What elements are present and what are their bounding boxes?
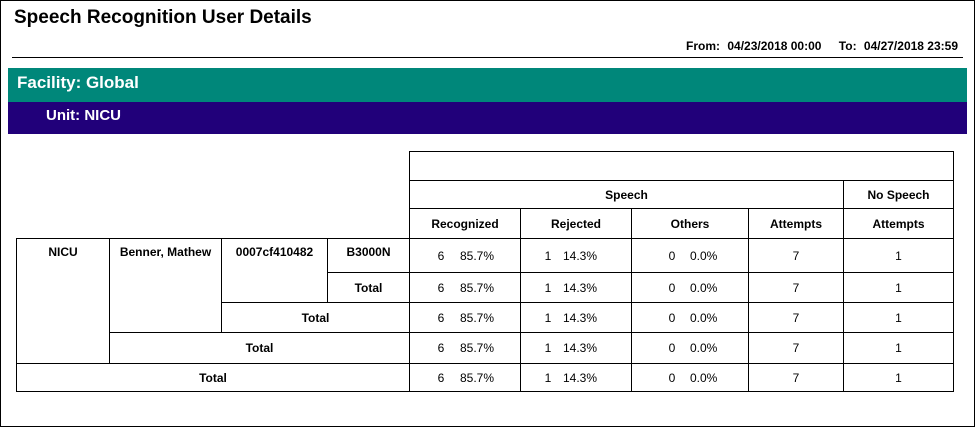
others-count: 0 <box>668 248 676 263</box>
recognized-percent: 85.7% <box>460 310 495 325</box>
recognized-count: 6 <box>437 248 445 263</box>
unit-label: Unit: NICU <box>46 107 121 124</box>
facility-label: Facility: Global <box>17 73 139 92</box>
rejected-count: 1 <box>544 341 552 355</box>
no-speech-attempts-header: Attempts <box>843 208 954 239</box>
to-label: To: <box>838 39 857 53</box>
table-row: NICU Benner, Mathew 0007cf410482 B3000N … <box>16 238 954 364</box>
from-value: 04/23/2018 00:00 <box>727 39 822 53</box>
table-row: Total 6 85.7% 1 14.3% 0 0.0% 7 1 <box>17 272 954 303</box>
report-title: Speech Recognition User Details <box>14 7 312 28</box>
attempts-cell: 7 <box>748 363 844 392</box>
attempts-header: Attempts <box>748 208 844 239</box>
recognized-count: 6 <box>437 280 445 295</box>
no-speech-header: No Speech <box>843 180 954 209</box>
recognized-percent: 85.7% <box>460 280 495 295</box>
others-header: Others <box>631 208 749 239</box>
attempts-cell: 7 <box>748 272 844 303</box>
date-range: From: 04/23/2018 00:00 To: 04/27/2018 23… <box>682 39 958 53</box>
title-divider <box>12 57 963 58</box>
table-row: Total 6 85.7% 1 14.3% 0 0.0% 7 1 <box>16 363 954 392</box>
rejected-percent: 14.3% <box>563 310 598 325</box>
recognized-percent: 85.7% <box>460 248 495 263</box>
others-percent: 0.0% <box>690 370 718 385</box>
table-row: Total 6 85.7% 1 14.3% 0 0.0% 7 1 <box>17 332 954 364</box>
unit-total-label: Total <box>16 363 410 392</box>
attempts-cell: 7 <box>748 238 844 273</box>
from-label: From: <box>686 39 721 53</box>
others-percent: 0.0% <box>690 310 718 325</box>
rejected-count: 1 <box>544 370 552 385</box>
rejected-count: 1 <box>544 310 552 325</box>
others-count: 0 <box>668 310 676 325</box>
no-speech-attempts-cell: 1 <box>843 238 954 273</box>
facility-band: Facility: Global <box>8 68 967 102</box>
others-percent: 0.0% <box>690 341 718 355</box>
speech-header: Speech <box>409 180 844 209</box>
others-percent: 0.0% <box>690 248 718 263</box>
details-table: Speech No Speech Recognized Rejected Oth… <box>16 151 954 392</box>
no-speech-attempts-cell: 1 <box>843 302 954 333</box>
user-cell: Benner, Mathew <box>109 238 222 333</box>
attempts-cell: 7 <box>748 332 844 364</box>
no-speech-attempts-cell: 1 <box>843 332 954 364</box>
recognized-count: 6 <box>437 370 445 385</box>
recognized-header: Recognized <box>409 208 521 239</box>
header-row-group: Speech No Speech <box>17 180 954 209</box>
model-total-label: Total <box>327 272 410 303</box>
device-total-label: Total <box>221 302 410 333</box>
header-empty-cell <box>409 151 954 181</box>
recognized-count: 6 <box>437 341 445 355</box>
header-row-top <box>17 151 954 181</box>
others-count: 0 <box>668 370 676 385</box>
others-count: 0 <box>668 341 676 355</box>
recognized-percent: 85.7% <box>460 370 495 385</box>
header-row-columns: Recognized Rejected Others Attempts Atte… <box>17 208 954 239</box>
others-count: 0 <box>668 280 676 295</box>
unit-cell: NICU <box>16 238 110 364</box>
rejected-percent: 14.3% <box>563 341 598 355</box>
user-total-label: Total <box>109 332 410 364</box>
recognized-percent: 85.7% <box>460 341 495 355</box>
no-speech-attempts-cell: 1 <box>843 272 954 303</box>
rejected-count: 1 <box>544 248 552 263</box>
rejected-percent: 14.3% <box>563 280 598 295</box>
attempts-cell: 7 <box>748 302 844 333</box>
rejected-percent: 14.3% <box>563 248 598 263</box>
unit-band: Unit: NICU <box>8 102 967 134</box>
others-percent: 0.0% <box>690 280 718 295</box>
to-value: 04/27/2018 23:59 <box>863 39 958 53</box>
recognized-count: 6 <box>437 310 445 325</box>
device-cell: 0007cf410482 <box>221 238 328 303</box>
rejected-header: Rejected <box>520 208 632 239</box>
no-speech-attempts-cell: 1 <box>843 363 954 392</box>
model-cell: B3000N <box>327 238 410 273</box>
rejected-count: 1 <box>544 280 552 295</box>
rejected-percent: 14.3% <box>563 370 598 385</box>
